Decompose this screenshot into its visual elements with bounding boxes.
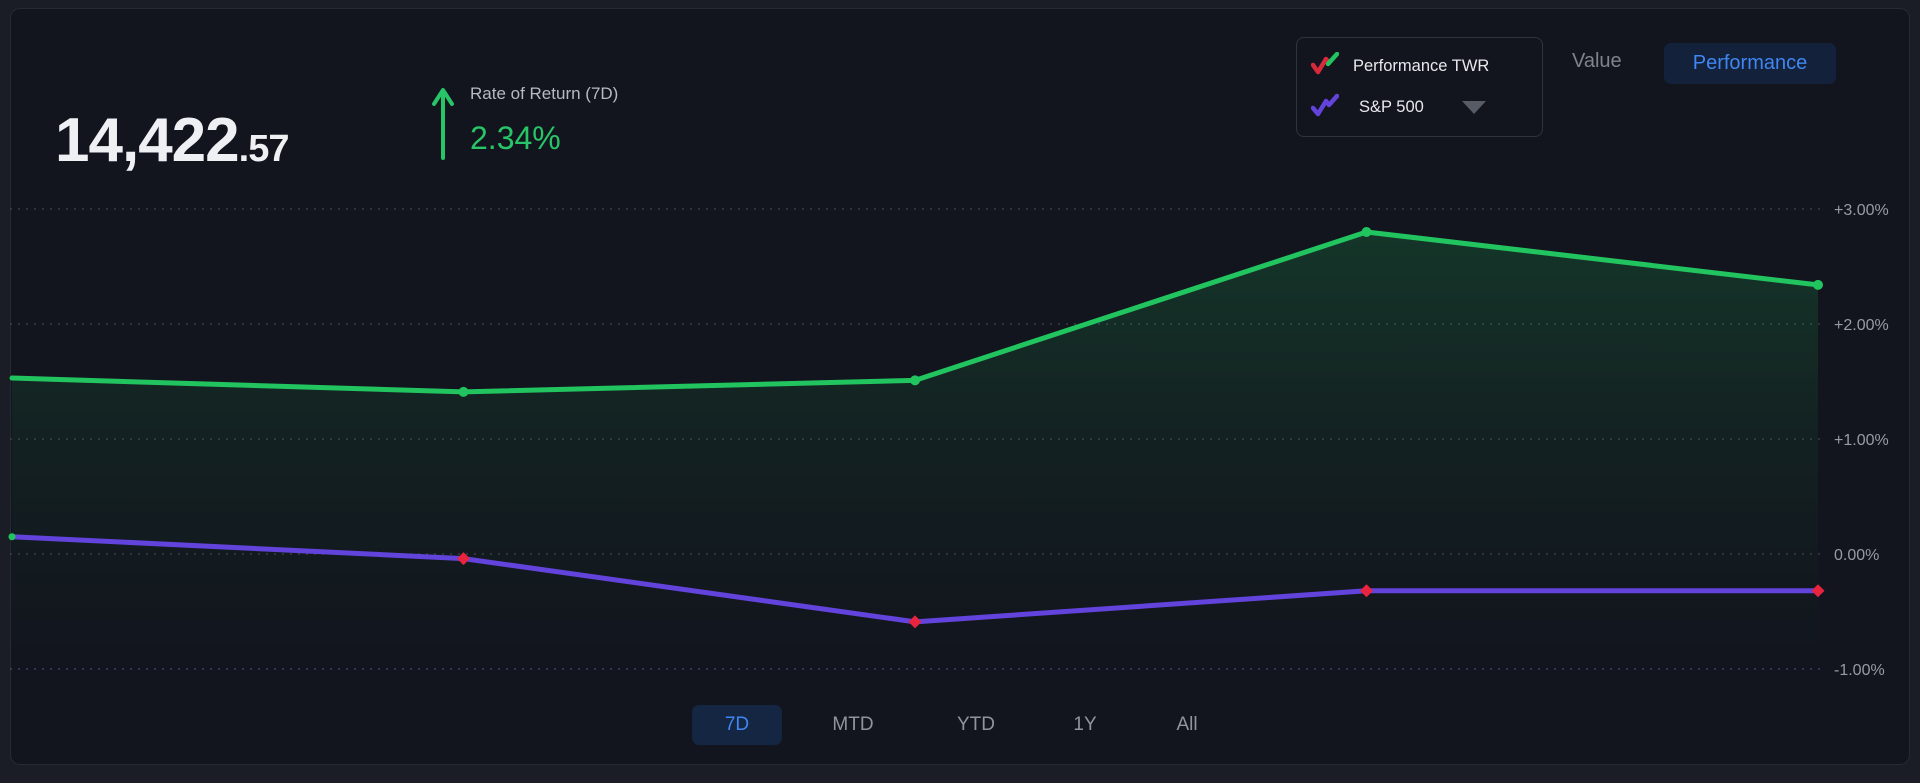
sp500-point-diamond [457,552,470,566]
portfolio-value-decimal: .57 [238,128,290,170]
sp500-point-diamond [1811,584,1825,598]
tab-ytd[interactable]: YTD [957,714,995,735]
sp500-point-diamond [1360,584,1373,598]
portfolio-value: 14,422.57 [55,110,290,172]
up-arrow-icon [430,86,456,162]
chart-legend: Performance TWR S&P 500 [1296,37,1543,137]
performance-twr-point [910,375,920,386]
y-axis-tick-label: +2.00% [1834,317,1889,334]
performance-twr-point [458,386,469,397]
y-axis-tick-label: 0.00% [1834,547,1879,564]
chevron-down-icon[interactable] [1461,101,1486,115]
legend-item-sp500[interactable]: S&P 500 [1310,91,1542,125]
y-axis-tick-label: +1.00% [1834,432,1889,449]
portfolio-value-integer: 14,422 [55,106,240,175]
y-axis-tick-label: +3.00% [1834,202,1889,219]
performance-twr-point [1813,279,1823,290]
rate-of-return-value: 2.34% [470,120,561,156]
sp500-point-diamond [908,615,922,629]
performance-twr-line-icon [1310,51,1340,81]
tab-mtd[interactable]: MTD [832,714,874,735]
tab-1y[interactable]: 1Y [1073,714,1097,735]
performance-twr-point [1361,227,1372,237]
legend-label: Performance TWR [1353,56,1490,75]
performance-twr-area-fill [12,232,1818,655]
value-toggle-button[interactable]: Value [1572,50,1622,72]
rate-of-return-label: Rate of Return (7D) [470,84,619,103]
legend-item-performance-twr: Performance TWR [1310,49,1542,83]
legend-label: S&P 500 [1359,98,1424,117]
sp500-line-icon [1310,93,1340,122]
tab-all[interactable]: All [1176,714,1198,735]
tab-7d[interactable]: 7D [692,705,782,745]
sp500-start-point [8,533,16,541]
y-axis-tick-label: -1.00% [1834,662,1885,679]
performance-toggle-button[interactable]: Performance [1664,43,1836,84]
